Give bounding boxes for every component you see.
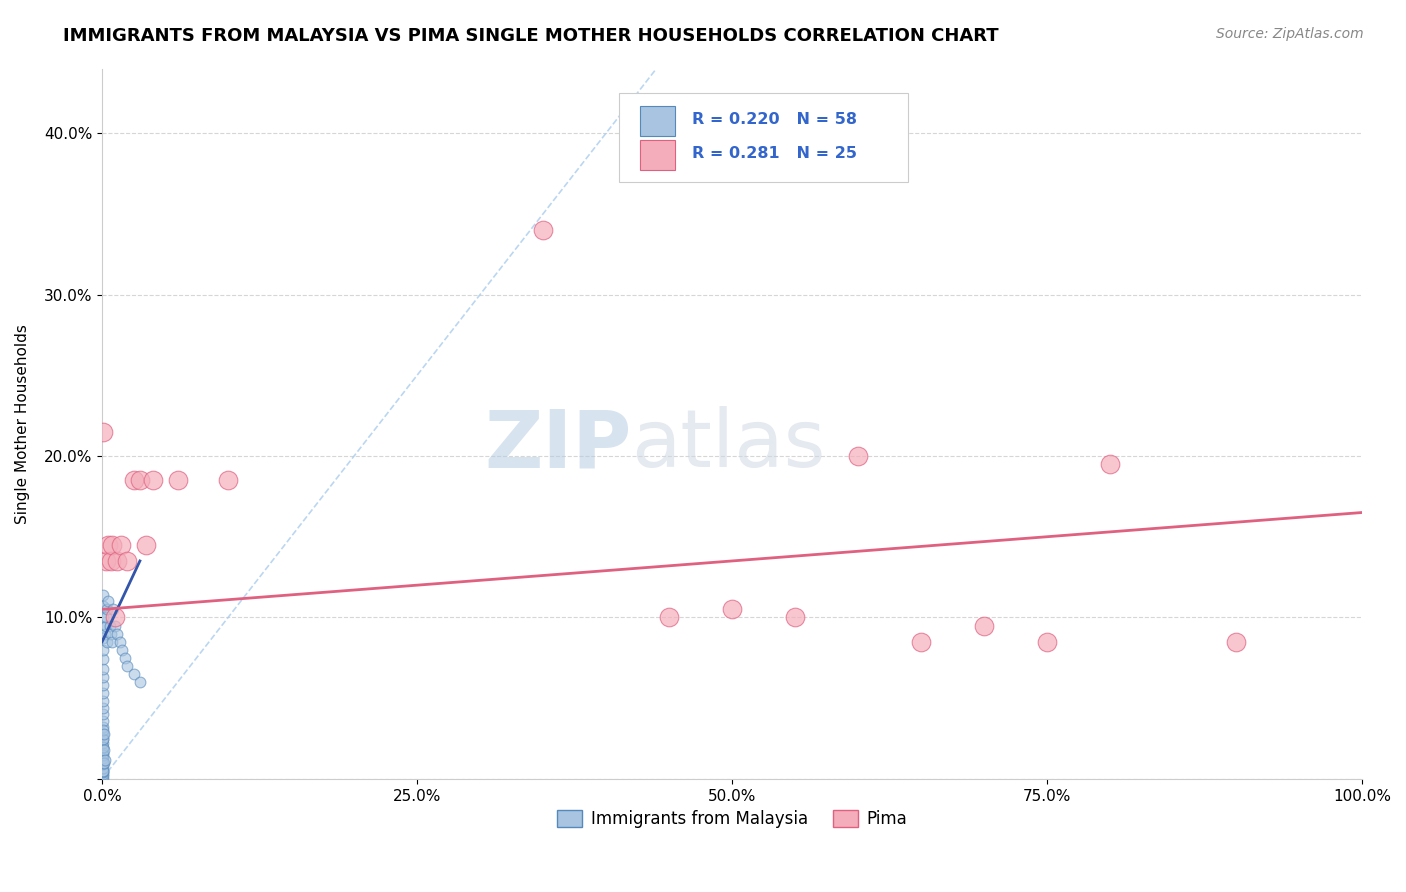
Point xyxy=(93,731,115,746)
Point xyxy=(166,473,188,487)
Point xyxy=(91,765,114,780)
Point xyxy=(93,425,115,439)
Point xyxy=(122,473,145,487)
Point xyxy=(103,602,125,616)
Point xyxy=(91,652,114,666)
Point xyxy=(91,707,114,722)
Point xyxy=(105,554,128,568)
Legend: Immigrants from Malaysia, Pima: Immigrants from Malaysia, Pima xyxy=(551,803,914,835)
Point xyxy=(93,747,115,762)
Point xyxy=(117,554,139,568)
Point xyxy=(122,667,145,681)
Point xyxy=(1098,457,1121,471)
Point xyxy=(973,618,995,632)
Point xyxy=(783,610,806,624)
Text: IMMIGRANTS FROM MALAYSIA VS PIMA SINGLE MOTHER HOUSEHOLDS CORRELATION CHART: IMMIGRANTS FROM MALAYSIA VS PIMA SINGLE … xyxy=(63,27,998,45)
Point xyxy=(94,554,117,568)
FancyBboxPatch shape xyxy=(640,106,675,136)
Point xyxy=(93,743,115,757)
Point xyxy=(96,602,118,616)
Point xyxy=(1036,634,1059,648)
Point xyxy=(217,473,239,487)
Point xyxy=(91,678,114,692)
Point xyxy=(117,659,139,673)
Point xyxy=(91,727,114,741)
Point xyxy=(91,701,114,715)
Text: ZIP: ZIP xyxy=(484,406,631,484)
Point xyxy=(91,620,114,634)
Point xyxy=(93,739,115,754)
Point xyxy=(91,662,114,676)
Point xyxy=(91,736,114,750)
Point xyxy=(91,772,114,786)
Point xyxy=(96,634,118,648)
FancyBboxPatch shape xyxy=(619,94,908,182)
Point xyxy=(129,473,152,487)
Point xyxy=(91,751,114,765)
Point xyxy=(91,686,114,700)
Point xyxy=(93,756,115,770)
Point xyxy=(531,223,554,237)
Point xyxy=(91,610,114,624)
Point xyxy=(94,610,117,624)
Point xyxy=(846,449,869,463)
Point xyxy=(135,538,157,552)
Point xyxy=(93,727,115,741)
Point xyxy=(93,626,115,640)
Point xyxy=(91,764,114,778)
Point xyxy=(91,670,114,684)
Text: atlas: atlas xyxy=(631,406,825,484)
Point xyxy=(104,610,127,624)
Point xyxy=(100,626,122,640)
Point xyxy=(91,632,114,646)
Point xyxy=(91,761,114,775)
Point xyxy=(105,626,128,640)
Point xyxy=(91,694,114,708)
Point xyxy=(91,769,114,783)
Point xyxy=(910,634,932,648)
Point xyxy=(94,618,117,632)
Point xyxy=(91,714,114,728)
Point xyxy=(141,473,163,487)
Point xyxy=(91,731,114,746)
Point xyxy=(721,602,744,616)
Point xyxy=(100,554,122,568)
Text: Source: ZipAtlas.com: Source: ZipAtlas.com xyxy=(1216,27,1364,41)
Text: R = 0.220   N = 58: R = 0.220 N = 58 xyxy=(692,112,856,128)
Point xyxy=(108,634,131,648)
Point xyxy=(101,538,124,552)
Point xyxy=(104,618,127,632)
Point xyxy=(111,642,134,657)
Point xyxy=(658,610,681,624)
Point xyxy=(91,588,114,602)
Point xyxy=(93,753,115,767)
Point xyxy=(98,618,121,632)
Point xyxy=(91,767,114,781)
Point xyxy=(91,599,114,614)
Point xyxy=(91,754,114,768)
Point xyxy=(97,538,120,552)
Point xyxy=(93,756,115,770)
Point xyxy=(93,764,115,778)
Point xyxy=(91,642,114,657)
Point xyxy=(110,538,132,552)
Point xyxy=(114,650,136,665)
FancyBboxPatch shape xyxy=(640,140,675,170)
Point xyxy=(91,757,114,772)
Point xyxy=(93,723,115,738)
Point xyxy=(91,720,114,734)
Point xyxy=(129,675,152,690)
Point xyxy=(101,634,124,648)
Y-axis label: Single Mother Households: Single Mother Households xyxy=(15,324,30,524)
Point xyxy=(1225,634,1247,648)
Point xyxy=(91,741,114,756)
Point xyxy=(91,746,114,760)
Text: R = 0.281   N = 25: R = 0.281 N = 25 xyxy=(692,146,856,161)
Point xyxy=(97,594,120,608)
